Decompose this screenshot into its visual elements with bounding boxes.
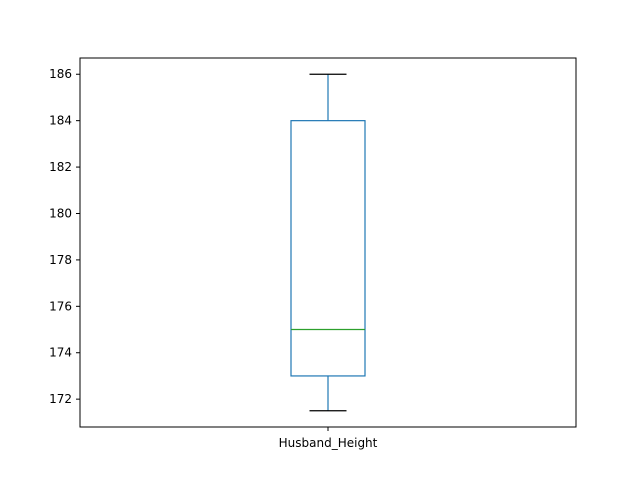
box-Husband_Height — [290, 73, 366, 412]
plot-area — [79, 57, 577, 428]
y-tick-label: 176 — [49, 299, 72, 313]
iqr-box — [290, 120, 366, 377]
y-tick-label: 174 — [49, 346, 72, 360]
y-tick-label: 186 — [49, 67, 72, 81]
y-tick-label: 180 — [49, 206, 72, 220]
y-tick-label: 172 — [49, 392, 72, 406]
y-tick-label: 182 — [49, 160, 72, 174]
x-axis: Husband_Height — [279, 427, 378, 450]
x-tick-label: Husband_Height — [279, 436, 378, 450]
y-tick-label: 184 — [49, 114, 72, 128]
y-tick-label: 178 — [49, 253, 72, 267]
y-axis: 172 174 176 178 180 182 184 186 — [49, 67, 80, 406]
